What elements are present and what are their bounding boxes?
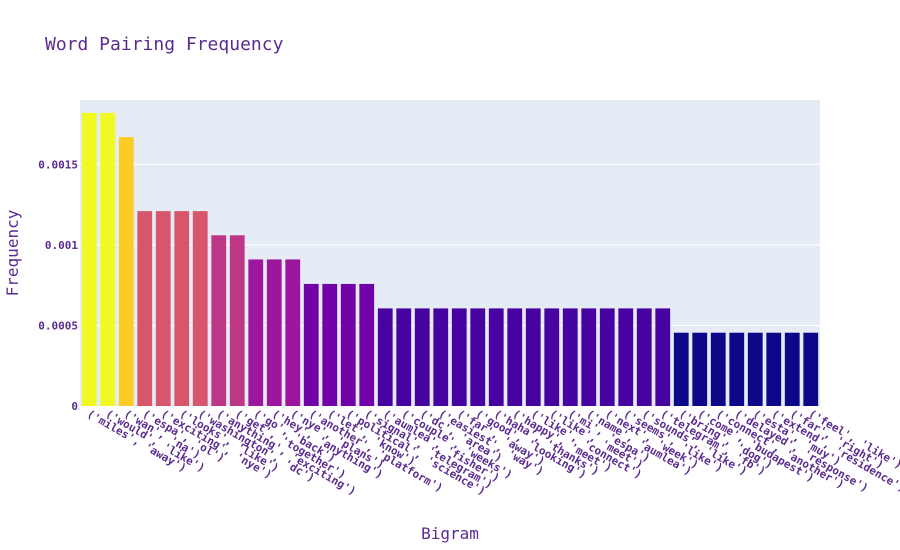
bar <box>396 308 412 406</box>
x-axis-title: Bigram <box>421 524 479 543</box>
bar <box>137 211 153 406</box>
bar <box>747 332 763 406</box>
bar <box>655 308 671 406</box>
bar <box>359 283 375 406</box>
y-tick-label: 0.001 <box>45 239 78 252</box>
bar <box>581 308 597 406</box>
x-axis-ticks: ('miles', 'away')('would', 'like')('wan'… <box>85 407 900 498</box>
bar <box>340 283 356 406</box>
bars <box>81 112 819 406</box>
bar <box>599 308 615 406</box>
bar <box>118 137 134 406</box>
bar <box>562 308 578 406</box>
y-tick-label: 0.0015 <box>38 158 78 171</box>
bar <box>433 308 449 406</box>
bar <box>710 332 726 406</box>
bar <box>451 308 467 406</box>
bar <box>544 308 560 406</box>
bar <box>673 332 689 406</box>
bar <box>636 308 652 406</box>
bar <box>174 211 190 406</box>
bar <box>229 235 245 406</box>
bar <box>784 332 800 406</box>
bar <box>211 235 227 406</box>
bar <box>803 332 819 406</box>
bar <box>285 259 301 406</box>
bar <box>525 308 541 406</box>
bar <box>155 211 171 406</box>
bar <box>322 283 338 406</box>
bar <box>192 211 208 406</box>
bar <box>692 332 708 406</box>
bar <box>488 308 504 406</box>
bar <box>81 112 97 406</box>
bar <box>507 308 523 406</box>
y-axis-ticks: 0 0.0005 0.001 0.0015 <box>38 158 78 413</box>
bar <box>377 308 393 406</box>
bar <box>100 112 116 406</box>
bar <box>414 308 430 406</box>
chart-title: Word Pairing Frequency <box>45 34 284 55</box>
bar <box>248 259 264 406</box>
plot-area <box>80 100 820 406</box>
bar <box>766 332 782 406</box>
y-axis-title: Frequency <box>3 209 22 296</box>
bar <box>303 283 319 406</box>
y-tick-label: 0.0005 <box>38 319 78 332</box>
bar <box>729 332 745 406</box>
bar <box>618 308 634 406</box>
bar <box>266 259 282 406</box>
y-tick-label: 0 <box>71 400 78 413</box>
bar <box>470 308 486 406</box>
